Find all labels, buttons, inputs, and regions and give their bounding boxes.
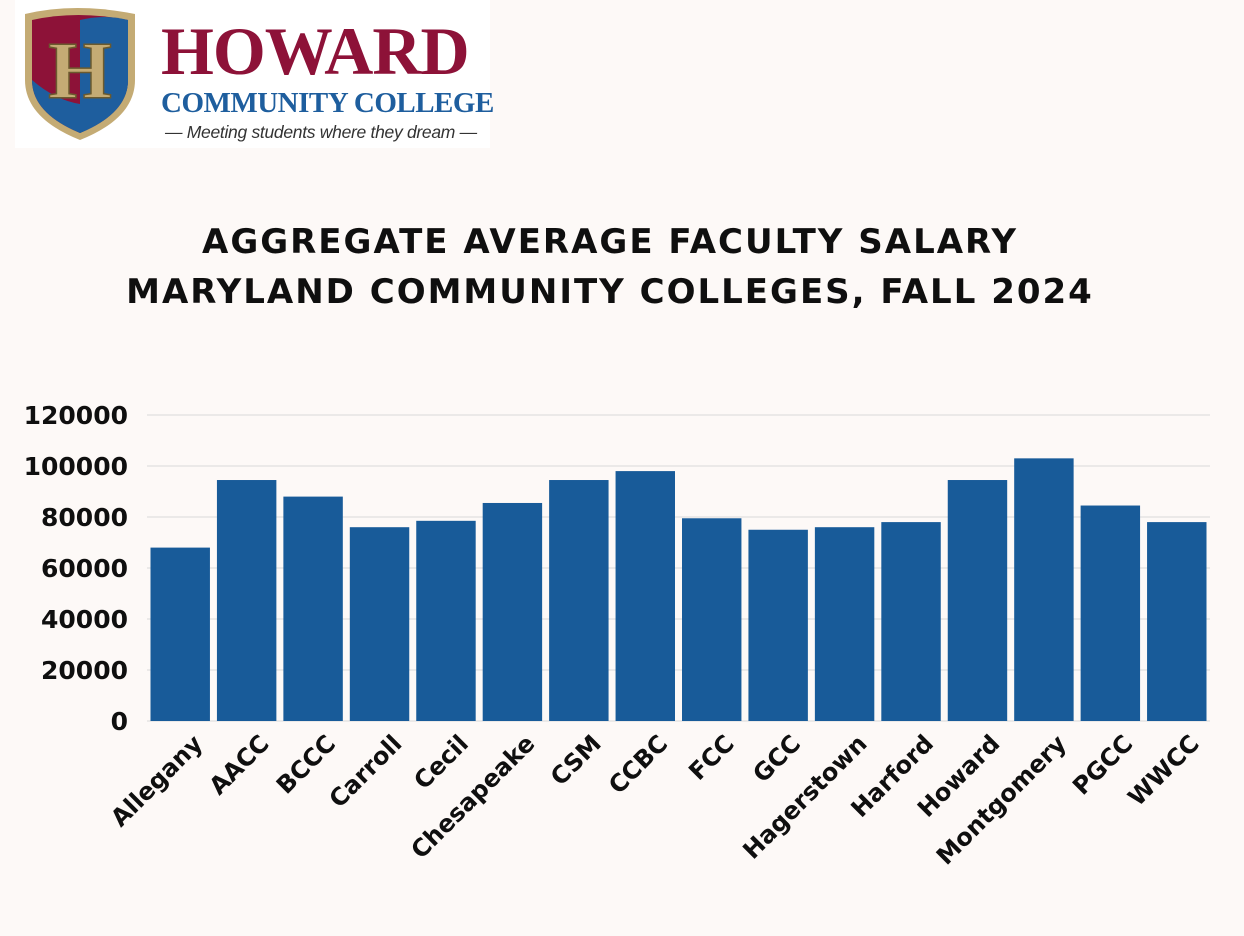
y-axis-ticks: 0 20000 40000 60000 80000 100000 120000 — [24, 401, 128, 736]
bar — [150, 547, 210, 721]
bar — [1147, 522, 1207, 721]
y-tick-label: 40000 — [41, 605, 128, 634]
y-tick-label: 60000 — [41, 554, 128, 583]
bar — [349, 527, 410, 721]
chart-subtitle: MARYLAND COMMUNITY COLLEGES, FALL 2024 — [126, 272, 1094, 312]
bar — [482, 502, 543, 721]
x-tick-label: Carroll — [324, 729, 408, 813]
bar — [682, 518, 742, 721]
bar — [216, 480, 277, 721]
bar — [748, 529, 808, 721]
x-tick-label: WWCC — [1123, 729, 1205, 811]
bar — [881, 522, 941, 721]
y-tick-label: 120000 — [24, 401, 128, 430]
bar — [1080, 505, 1141, 721]
bar — [283, 496, 343, 721]
logo-subtitle: COMMUNITY COLLEGE — [161, 87, 494, 119]
shield-emblem-icon: H — [25, 8, 135, 140]
logo-tagline: — Meeting students where they dream — — [165, 122, 477, 142]
y-tick-label: 100000 — [24, 452, 128, 481]
bar — [549, 480, 609, 721]
x-tick-label: GCC — [747, 729, 806, 788]
y-tick-label: 20000 — [41, 656, 128, 685]
x-tick-label: FCC — [683, 729, 739, 785]
college-logo: H HOWARD COMMUNITY COLLEGE — Meeting stu… — [15, 0, 494, 148]
bar — [947, 480, 1008, 721]
chart-title: AGGREGATE AVERAGE FACULTY SALARY — [202, 222, 1018, 262]
logo-name: HOWARD — [161, 13, 470, 89]
y-tick-label: 80000 — [41, 503, 128, 532]
bar-chart: 0 20000 40000 60000 80000 100000 120000 Allega… — [24, 401, 1210, 870]
emblem-letter: H — [48, 25, 112, 116]
y-tick-label: 0 — [111, 707, 128, 736]
bars — [150, 458, 1207, 721]
bar — [1014, 458, 1074, 721]
bar — [416, 520, 476, 721]
x-tick-label: AACC — [204, 729, 275, 800]
bar — [814, 527, 875, 721]
x-tick-label: CCBC — [603, 729, 673, 799]
bar — [615, 471, 675, 721]
x-tick-label: CSM — [545, 729, 607, 791]
x-tick-label: Allegany — [105, 729, 208, 832]
